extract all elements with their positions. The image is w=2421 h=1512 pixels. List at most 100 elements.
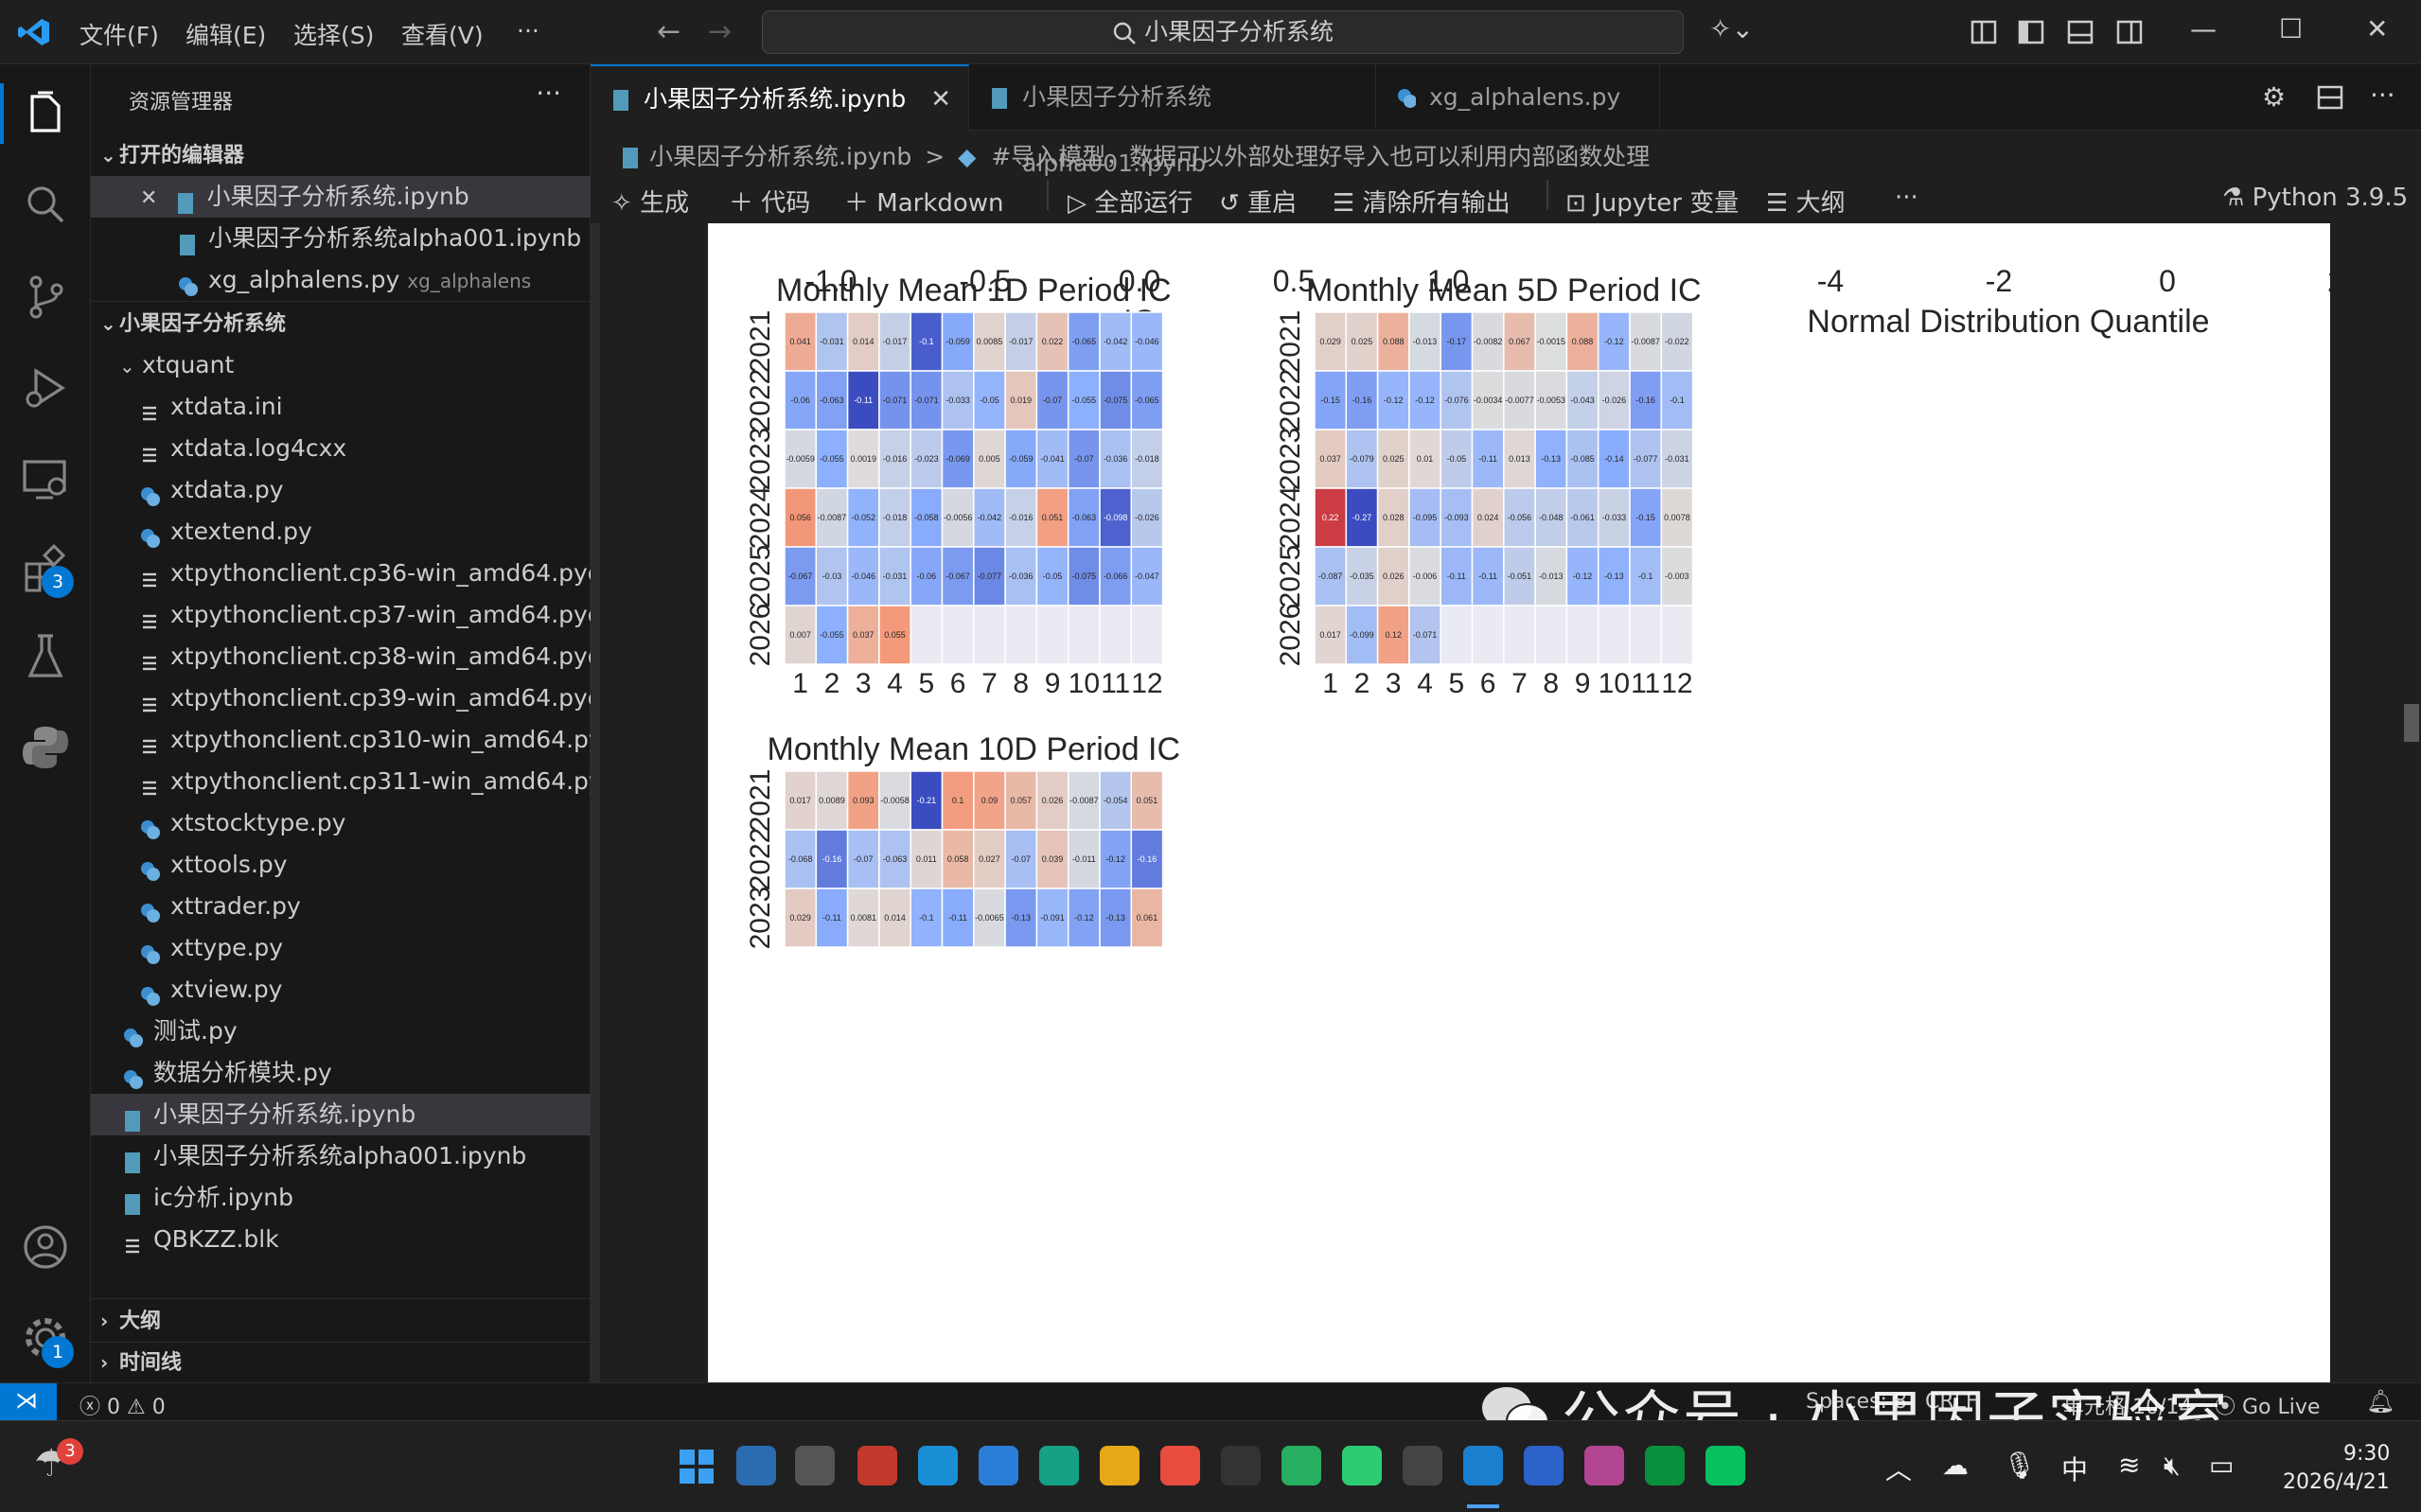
tray-battery-icon[interactable]: ▭ (2209, 1450, 2235, 1481)
breadcrumb-cell[interactable]: #导入模型，数据可以外部处理好导入也可以利用内部函数处理 (991, 143, 1651, 170)
tray-cloud-icon[interactable]: ☁ (1942, 1450, 1969, 1481)
taskbar-app3-icon[interactable] (1403, 1446, 1442, 1486)
open-editor-item[interactable]: xg_alphalens.py xg_alphalens (91, 259, 591, 301)
tab-xg-alphalens[interactable]: xg_alphalens.py (1376, 64, 1660, 131)
command-center-search[interactable]: 小果因子分析系统 (762, 10, 1684, 54)
source-control-icon[interactable] (19, 271, 72, 324)
menu-view[interactable]: 查看(V) (401, 22, 484, 49)
file-item[interactable]: xttools.py (91, 844, 591, 886)
jupyter-variables-button[interactable]: ⊡ Jupyter 变量 (1565, 184, 1739, 219)
file-item[interactable]: 小果因子分析系统.ipynb (91, 1094, 591, 1135)
scrollbar-thumb[interactable] (2404, 704, 2419, 742)
open-editor-item[interactable]: ✕ 小果因子分析系统.ipynb (91, 176, 591, 218)
file-item[interactable]: xtpythonclient.cp37-win_amd64.pyd (91, 594, 603, 636)
remote-indicator[interactable]: ⋊ (0, 1383, 57, 1421)
file-item[interactable]: xtdata.log4cxx (91, 428, 591, 469)
taskbar-edge-icon[interactable] (918, 1446, 958, 1486)
run-debug-icon[interactable] (19, 361, 72, 414)
taskbar-chat-icon[interactable] (1645, 1446, 1685, 1486)
file-item[interactable]: xtpythonclient.cp39-win_amd64.pyd (91, 677, 603, 719)
taskbar-wechat-icon[interactable] (1705, 1446, 1745, 1486)
taskbar-wps-icon[interactable] (857, 1446, 897, 1486)
tray-ime[interactable]: 中 (2061, 1454, 2089, 1486)
file-item[interactable]: xtextend.py (91, 511, 591, 553)
vertical-scrollbar[interactable] (2402, 223, 2421, 1382)
tray-volume-icon[interactable]: 🔇︎ (2164, 1450, 2181, 1481)
file-item[interactable]: 小果因子分析系统alpha001.ipynb (91, 1135, 591, 1177)
file-item[interactable]: xtdata.py (91, 469, 591, 511)
close-icon[interactable]: ✕ (2366, 13, 2389, 44)
taskbar-outlook-icon[interactable] (979, 1446, 1018, 1486)
taskbar-m-icon[interactable] (1524, 1446, 1564, 1486)
notifications-bell-icon[interactable]: 🔔︎ (2366, 1388, 2395, 1415)
toggle-secondary-sidebar-icon[interactable] (2116, 20, 2143, 44)
customize-layout-icon[interactable] (1970, 20, 1997, 44)
notebook-settings-gear-icon[interactable]: ⚙ (2262, 81, 2287, 113)
file-item[interactable]: xtpythonclient.cp311-win_amd64.pyd (91, 761, 618, 802)
file-item[interactable]: xtpythonclient.cp36-win_amd64.pyd (91, 553, 603, 594)
menu-file[interactable]: 文件(F) (80, 22, 159, 49)
python-icon[interactable] (19, 721, 72, 774)
taskbar-explorer-icon[interactable] (1100, 1446, 1140, 1486)
remote-explorer-icon[interactable] (19, 452, 72, 505)
toolbar-more-button[interactable]: ··· (1895, 184, 1918, 212)
split-editor-icon[interactable] (2317, 85, 2343, 110)
toggle-panel-icon[interactable] (2067, 20, 2094, 44)
close-tab-icon[interactable]: ✕ (930, 85, 951, 114)
explorer-icon[interactable] (19, 87, 72, 140)
file-item[interactable]: xtdata.ini (91, 386, 591, 428)
project-header[interactable]: ⌄ 小果因子分析系统 (91, 303, 591, 344)
open-editor-item[interactable]: 小果因子分析系统alpha001.ipynb (91, 218, 591, 259)
open-editors-header[interactable]: ⌄ 打开的编辑器 (91, 134, 591, 176)
taskbar-taskview-icon[interactable] (795, 1446, 835, 1486)
testing-icon[interactable] (19, 630, 72, 683)
eol-status[interactable]: CRLF (1925, 1390, 1978, 1414)
outline-button[interactable]: ☰ 大纲 (1766, 184, 1846, 219)
generate-button[interactable]: ✧ 生成 (611, 184, 689, 219)
cell-position-status[interactable]: 单元格 10/14 (2063, 1396, 2193, 1419)
folder-xtquant[interactable]: ⌄ xtquant (91, 344, 591, 386)
taskbar-edge-dev-icon[interactable] (1039, 1446, 1079, 1486)
forward-arrow-icon[interactable]: → (708, 15, 733, 48)
taskbar-store-icon[interactable] (1160, 1446, 1200, 1486)
back-arrow-icon[interactable]: ← (657, 15, 681, 48)
tab-notebook-main[interactable]: 小果因子分析系统.ipynb ✕ (591, 64, 969, 131)
tray-overflow-icon[interactable]: ︿ (1885, 1454, 1913, 1486)
taskbar-vscode-icon[interactable] (1463, 1446, 1503, 1486)
file-item[interactable]: 测试.py (91, 1011, 591, 1052)
restart-button[interactable]: ↺ 重启 (1219, 184, 1297, 219)
tray-wifi-icon[interactable]: ≋ (2118, 1450, 2141, 1481)
taskbar-app-icon[interactable] (1221, 1446, 1261, 1486)
copilot-icon[interactable]: ✧⌄ (1709, 13, 1754, 44)
file-item[interactable]: xttype.py (91, 927, 591, 969)
file-item[interactable]: xtview.py (91, 969, 591, 1011)
timeline-header[interactable]: › 时间线 (91, 1342, 591, 1383)
file-item[interactable]: xtpythonclient.cp38-win_amd64.pyd (91, 636, 603, 677)
file-item[interactable]: QBKZZ.blk (91, 1219, 591, 1260)
file-item[interactable]: xtpythonclient.cp310-win_amd64.pyd (91, 719, 618, 761)
tab-notebook-alpha001[interactable]: 小果因子分析系统alpha001.ipynb (969, 64, 1376, 177)
taskbar-app2-icon[interactable] (1281, 1446, 1321, 1486)
problems-indicator[interactable]: ⓧ 0 ⚠ 0 (80, 1390, 166, 1420)
maximize-icon[interactable]: ☐ (2279, 13, 2304, 44)
clock-date[interactable]: 2026/4/21 (2283, 1470, 2390, 1494)
add-code-button[interactable]: ＋ 代码 (729, 184, 810, 219)
toggle-sidebar-icon[interactable] (2018, 20, 2044, 44)
clear-outputs-button[interactable]: ☰ 清除所有输出 (1333, 184, 1511, 219)
taskbar-search-icon[interactable] (736, 1446, 776, 1486)
menu-edit[interactable]: 编辑(E) (186, 22, 267, 49)
run-all-button[interactable]: ▷ 全部运行 (1068, 184, 1193, 219)
clock-time[interactable]: 9:30 (2343, 1442, 2391, 1466)
outline-header[interactable]: › 大纲 (91, 1300, 591, 1342)
indentation-status[interactable]: Spaces: 8 (1806, 1390, 1907, 1414)
breadcrumb-file[interactable]: 小果因子分析系统.ipynb (649, 143, 912, 170)
file-item[interactable]: xtstocktype.py (91, 802, 591, 844)
windows-start-icon[interactable] (680, 1450, 714, 1484)
kernel-picker[interactable]: ⚗ Python 3.9.5 (2222, 184, 2408, 212)
close-editor-icon[interactable]: ✕ (140, 186, 158, 210)
add-markdown-button[interactable]: ＋ Markdown (844, 184, 1004, 219)
accounts-icon[interactable] (19, 1221, 72, 1274)
taskbar-globe-icon[interactable] (1342, 1446, 1382, 1486)
file-item[interactable]: 数据分析模块.py (91, 1052, 591, 1094)
explorer-more-icon[interactable]: ··· (536, 78, 561, 109)
